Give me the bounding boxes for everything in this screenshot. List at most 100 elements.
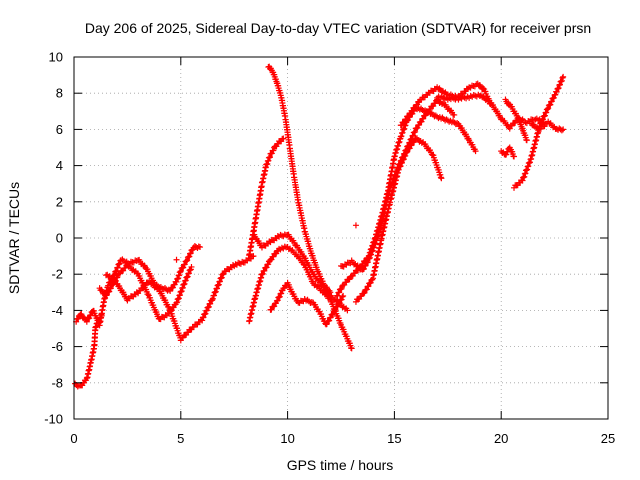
y-tick-label: -8 xyxy=(51,375,63,390)
data-point xyxy=(184,257,191,264)
data-point xyxy=(344,307,351,314)
data-point xyxy=(362,262,369,269)
data-point xyxy=(367,279,374,286)
data-point xyxy=(271,303,278,310)
x-axis-label: GPS time / hours xyxy=(287,457,394,473)
x-tick-label: 25 xyxy=(601,431,615,446)
data-point xyxy=(404,148,411,155)
data-point xyxy=(332,306,339,313)
data-point xyxy=(339,293,346,300)
data-point xyxy=(558,127,565,134)
data-point xyxy=(334,292,341,299)
data-point xyxy=(336,300,343,307)
x-tick-label: 0 xyxy=(70,431,77,446)
data-point xyxy=(114,274,121,281)
x-tick-label: 5 xyxy=(177,431,184,446)
data-point xyxy=(270,147,277,154)
data-point xyxy=(400,156,407,163)
data-point xyxy=(261,267,268,274)
data-point xyxy=(403,149,410,156)
data-point xyxy=(548,98,555,105)
series-arc-18 xyxy=(528,118,567,134)
data-point xyxy=(472,148,479,155)
data-point xyxy=(265,261,272,268)
data-point xyxy=(184,273,191,280)
data-point xyxy=(197,244,204,251)
data-point xyxy=(188,263,195,270)
data-point xyxy=(360,265,367,272)
data-point xyxy=(207,300,214,307)
data-point xyxy=(360,290,367,297)
y-tick-label: 10 xyxy=(49,50,63,65)
data-point xyxy=(348,345,355,352)
data-point xyxy=(555,85,562,92)
data-point xyxy=(274,297,281,304)
data-point xyxy=(364,259,371,266)
y-tick-label: -2 xyxy=(51,267,63,282)
data-point xyxy=(200,314,207,321)
data-point xyxy=(544,106,551,113)
data-point xyxy=(103,292,110,299)
data-point xyxy=(199,317,206,324)
data-point xyxy=(395,166,402,173)
y-tick-label: 8 xyxy=(56,86,63,101)
data-point xyxy=(122,264,129,271)
series-isolated xyxy=(173,222,359,263)
data-point xyxy=(280,135,287,142)
data-point xyxy=(346,276,353,283)
data-point xyxy=(418,118,425,125)
data-point xyxy=(539,116,546,123)
data-point xyxy=(422,112,429,119)
x-tick-label: 15 xyxy=(387,431,401,446)
data-point xyxy=(250,253,257,260)
data-point xyxy=(420,115,427,122)
data-point xyxy=(186,253,193,260)
data-point xyxy=(268,306,275,313)
data-point xyxy=(205,303,212,310)
data-point xyxy=(369,276,376,283)
series-arc-6 xyxy=(246,135,287,259)
data-point xyxy=(74,383,81,390)
series-arc-12 xyxy=(352,135,445,305)
data-point xyxy=(187,250,194,257)
y-tick-label: -6 xyxy=(51,339,63,354)
data-point xyxy=(560,73,567,80)
data-point xyxy=(327,314,334,321)
y-tick-label: 6 xyxy=(56,122,63,137)
data-point xyxy=(553,88,560,95)
series-arc-5 xyxy=(246,243,355,352)
data-point xyxy=(86,315,93,322)
data-point xyxy=(83,318,90,325)
data-point xyxy=(547,101,554,108)
data-point xyxy=(185,270,192,277)
axis-ticks: -10 -8 -6 -4 -2 0 2 4 6 8 10 0 5 10 15 20 25 xyxy=(44,50,615,447)
data-point xyxy=(556,81,563,88)
data-point xyxy=(480,85,487,92)
data-point xyxy=(259,270,266,277)
data-point xyxy=(116,260,123,267)
y-tick-label: 4 xyxy=(56,158,63,173)
data-point xyxy=(432,112,439,119)
data-point xyxy=(410,132,417,139)
data-point xyxy=(406,145,413,152)
series-arc-15 xyxy=(498,144,518,160)
y-axis-label: SDTVAR / TECUs xyxy=(6,182,22,294)
data-point xyxy=(169,284,176,291)
data-point xyxy=(278,290,285,297)
data-point xyxy=(361,289,368,296)
data-point xyxy=(408,142,415,149)
data-point xyxy=(523,137,530,144)
data-point xyxy=(338,285,345,292)
data-point xyxy=(451,111,458,118)
y-tick-label: -10 xyxy=(44,412,63,427)
data-point xyxy=(106,288,113,295)
data-point xyxy=(545,105,552,112)
data-point xyxy=(167,287,174,294)
data-point xyxy=(411,138,418,145)
chart-title: Day 206 of 2025, Sidereal Day-to-day VTE… xyxy=(85,20,591,36)
data-point xyxy=(541,112,548,119)
data-point xyxy=(327,289,334,296)
data-point xyxy=(330,311,337,318)
data-point xyxy=(177,268,184,275)
data-point xyxy=(412,128,419,135)
